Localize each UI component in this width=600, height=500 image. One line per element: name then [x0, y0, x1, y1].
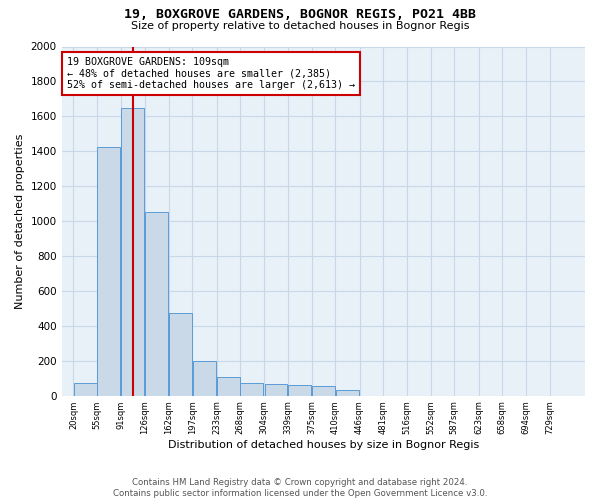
Y-axis label: Number of detached properties: Number of detached properties: [15, 134, 25, 309]
Bar: [145, 212, 168, 396]
Text: 19, BOXGROVE GARDENS, BOGNOR REGIS, PO21 4BB: 19, BOXGROVE GARDENS, BOGNOR REGIS, PO21…: [124, 8, 476, 20]
Bar: [217, 376, 239, 396]
Bar: [74, 382, 97, 396]
Bar: [97, 147, 120, 396]
Bar: [241, 382, 263, 396]
X-axis label: Distribution of detached houses by size in Bognor Regis: Distribution of detached houses by size …: [168, 440, 479, 450]
Bar: [336, 390, 359, 396]
Bar: [169, 313, 192, 396]
Text: 19 BOXGROVE GARDENS: 109sqm
← 48% of detached houses are smaller (2,385)
52% of : 19 BOXGROVE GARDENS: 109sqm ← 48% of det…: [67, 57, 355, 90]
Text: Size of property relative to detached houses in Bognor Regis: Size of property relative to detached ho…: [131, 21, 469, 31]
Bar: [121, 108, 144, 396]
Text: Contains HM Land Registry data © Crown copyright and database right 2024.
Contai: Contains HM Land Registry data © Crown c…: [113, 478, 487, 498]
Bar: [193, 361, 215, 396]
Bar: [265, 384, 287, 396]
Bar: [288, 385, 311, 396]
Bar: [312, 386, 335, 396]
